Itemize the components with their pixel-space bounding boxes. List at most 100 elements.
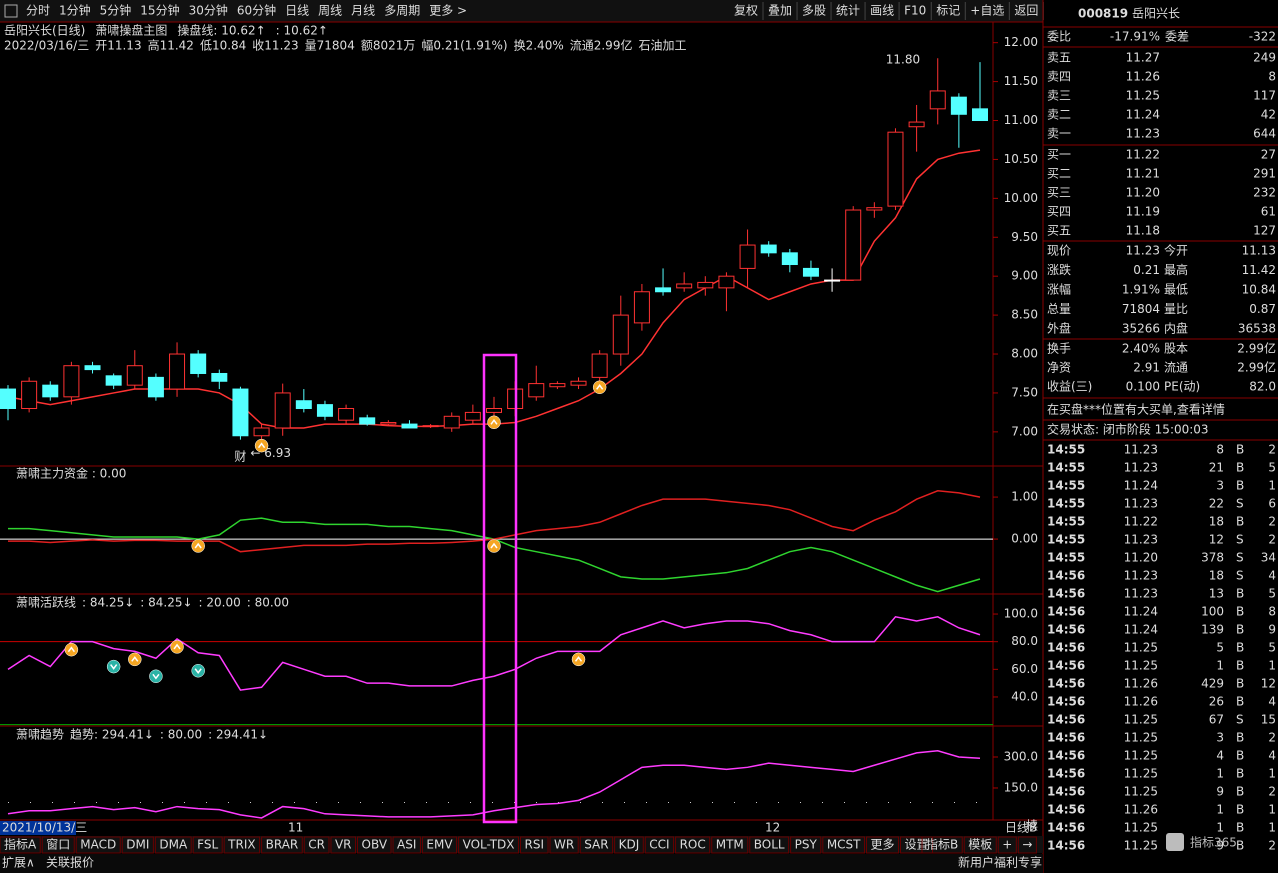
trade-volume: 3 [1216, 479, 1224, 493]
indicator-tab[interactable]: BRAR [266, 838, 299, 852]
trade-side: B [1236, 749, 1244, 763]
buy-signal [128, 652, 142, 667]
trade-count: 2 [1268, 533, 1276, 547]
indicator-tab[interactable]: OBV [362, 838, 388, 852]
period-tab[interactable]: 月线 [351, 4, 375, 18]
indicator-tab[interactable]: SAR [584, 838, 608, 852]
indicator-tab[interactable]: 设置 [905, 838, 929, 852]
trade-count: 5 [1268, 587, 1276, 601]
indicator-tab[interactable]: DMA [159, 838, 188, 852]
y-tick-label: 80.0 [1011, 634, 1038, 648]
trade-volume: 1 [1216, 767, 1224, 781]
trade-side: B [1236, 803, 1244, 817]
status-link[interactable]: 新用户福利专享 [958, 855, 1042, 870]
trade-volume: 67 [1209, 713, 1224, 727]
trade-side: S [1236, 569, 1244, 583]
indicator-tab[interactable]: → [1022, 838, 1032, 852]
toolbar-button[interactable]: 画线 [870, 4, 894, 18]
indicator-tab[interactable]: VR [335, 838, 352, 852]
toolbar-button[interactable]: 叠加 [768, 4, 792, 18]
trade-time: 14:56 [1047, 803, 1085, 817]
candle-body [359, 417, 376, 425]
toolbar-button[interactable]: 复权 [734, 4, 758, 18]
indicator-tab[interactable]: 窗口 [46, 838, 70, 852]
indicator-tab[interactable]: PSY [795, 838, 818, 852]
trade-time: 14:56 [1047, 569, 1085, 583]
indicator-tab[interactable]: DMI [126, 838, 149, 852]
toolbar-button[interactable]: 返回 [1014, 4, 1038, 18]
stat-value: 35266 [1122, 322, 1160, 336]
toolbar-button[interactable]: F10 [904, 4, 926, 18]
indicator-tab[interactable]: MACD [80, 838, 116, 852]
candle-body [950, 96, 967, 115]
book-label: 买二 [1047, 167, 1071, 181]
indicator-tab[interactable]: 更多 [871, 838, 895, 852]
indicator-tab[interactable]: MCST [827, 838, 861, 852]
indicator-tab[interactable]: 模板 [968, 838, 992, 852]
indicator-tab[interactable]: BOLL [754, 838, 785, 852]
y-tick-label: 9.50 [1011, 230, 1038, 244]
y-tick-label: 60.0 [1011, 662, 1038, 676]
trade-price: 11.25 [1124, 821, 1158, 835]
candle-body [676, 283, 693, 289]
trade-volume: 3 [1216, 731, 1224, 745]
indicator-tab[interactable]: WR [554, 838, 574, 852]
period-tab[interactable]: 更多 > [429, 4, 467, 18]
sell-signal [149, 669, 163, 684]
period-tab[interactable]: 周线 [318, 4, 342, 18]
book-volume: 249 [1253, 51, 1276, 65]
indicator-tab[interactable]: EMV [426, 838, 453, 852]
toolbar-button[interactable]: 统计 [836, 4, 860, 18]
period-tab[interactable]: 30分钟 [189, 3, 228, 18]
book-label: 买三 [1047, 186, 1071, 200]
indicator-tab[interactable]: RSI [525, 838, 545, 852]
stat-label: 最高 [1164, 262, 1188, 277]
period-tab[interactable]: 日线 [285, 4, 309, 18]
chart-heading: 操盘线: 10.62↑ [177, 23, 265, 38]
indicator-tab[interactable]: + [1002, 838, 1012, 852]
period-tab[interactable]: 15分钟 [140, 3, 179, 18]
statusbar [0, 854, 1043, 873]
indicator-tab[interactable]: VOL-TDX [463, 838, 515, 852]
period-tab[interactable]: 60分钟 [237, 3, 276, 18]
indicator-tab[interactable]: CR [308, 838, 325, 852]
trade-time: 14:56 [1047, 749, 1085, 763]
status-button[interactable]: 关联报价 [46, 855, 94, 870]
toolbar-button[interactable]: 多股 [802, 4, 826, 18]
book-volume: 8 [1268, 70, 1276, 84]
status-button[interactable]: 扩展∧ [2, 856, 35, 870]
buy-signal [254, 438, 269, 453]
indicator-tab-box [261, 836, 303, 854]
trade-volume: 139 [1201, 623, 1224, 637]
indicator-tab[interactable]: MTM [716, 838, 744, 852]
period-tab[interactable]: 1分钟 [59, 3, 91, 18]
toolbar-button[interactable]: 标记 [936, 4, 960, 18]
indicator-tab[interactable]: FSL [197, 838, 218, 852]
trade-side: B [1236, 767, 1244, 781]
sell-signal [106, 659, 121, 674]
indicator-tab[interactable]: KDJ [619, 838, 640, 852]
period-tab[interactable]: 多周期 [384, 4, 420, 18]
indicator-tab[interactable]: 指标A [4, 837, 37, 852]
trade-count: 15 [1261, 713, 1276, 727]
book-label: 卖五 [1047, 51, 1071, 65]
chart-heading: 岳阳兴长(日线) [4, 24, 85, 38]
indicator-tab[interactable]: 指标B [926, 837, 958, 852]
book-price: 11.27 [1126, 51, 1160, 65]
indicator-tab[interactable]: ASI [397, 838, 416, 852]
indicator-tab[interactable]: TRIX [227, 838, 255, 852]
indicator-tab[interactable]: ROC [680, 838, 706, 852]
period-tab[interactable]: 5分钟 [100, 3, 132, 18]
candle-body [929, 90, 946, 110]
candle-body [422, 425, 439, 428]
quote-field: 收11.23 [252, 39, 298, 53]
indicator-tab[interactable]: CCI [649, 838, 669, 852]
date-start-box [0, 821, 76, 835]
indicator-tab-box [749, 836, 790, 854]
notice[interactable]: 在买盘***位置有大买单,查看详情 [1047, 402, 1225, 417]
candle-body [126, 365, 143, 386]
period-tab[interactable]: 分时 [26, 4, 50, 18]
toolbar-button[interactable]: +自选 [970, 4, 1004, 18]
trade-count: 1 [1268, 821, 1276, 835]
trade-price: 11.24 [1124, 623, 1158, 637]
